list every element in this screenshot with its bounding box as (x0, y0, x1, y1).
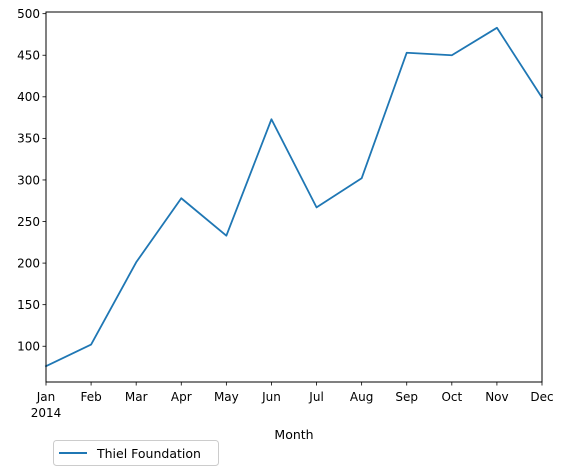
x-tick-label: Apr (171, 390, 192, 404)
y-axis-ticks: 100 150 200 250 300 350 400 450 500 (17, 7, 46, 354)
x-tick-label: Sep (395, 390, 418, 404)
x-tick-label: Nov (485, 390, 508, 404)
x-tick-label: Dec (530, 390, 553, 404)
plot-frame (45, 11, 543, 383)
y-tick-label: 150 (17, 298, 40, 312)
y-tick-label: 500 (17, 7, 40, 21)
x-tick-label: Aug (350, 390, 373, 404)
x-axis-ticks: Jan Feb Mar Apr May Jun Jul Aug Sep Oct Nov Dec 2014 (31, 382, 554, 420)
x-tick-label: Jul (308, 390, 323, 404)
legend-box (53, 440, 219, 466)
x-tick-year-label: 2014 (31, 406, 62, 420)
plot-area (46, 12, 542, 382)
x-axis-label: Month (274, 427, 313, 442)
x-tick-label: May (214, 390, 239, 404)
series-layer (44, 26, 544, 368)
y-tick-label: 450 (17, 49, 40, 63)
x-tick-label: Oct (441, 390, 462, 404)
legend: Thiel Foundation (53, 440, 219, 466)
x-tick-label: Jan (36, 390, 56, 404)
x-tick-label: Mar (125, 390, 148, 404)
y-tick-label: 250 (17, 215, 40, 229)
x-tick-label: Feb (80, 390, 101, 404)
y-tick-label: 350 (17, 132, 40, 146)
y-tick-label: 100 (17, 340, 40, 354)
y-tick-label: 400 (17, 90, 40, 104)
legend-label: Thiel Foundation (96, 446, 201, 461)
y-tick-label: 200 (17, 256, 40, 270)
x-tick-label: Jun (261, 390, 281, 404)
y-tick-label: 300 (17, 173, 40, 187)
series-line (44, 26, 544, 368)
